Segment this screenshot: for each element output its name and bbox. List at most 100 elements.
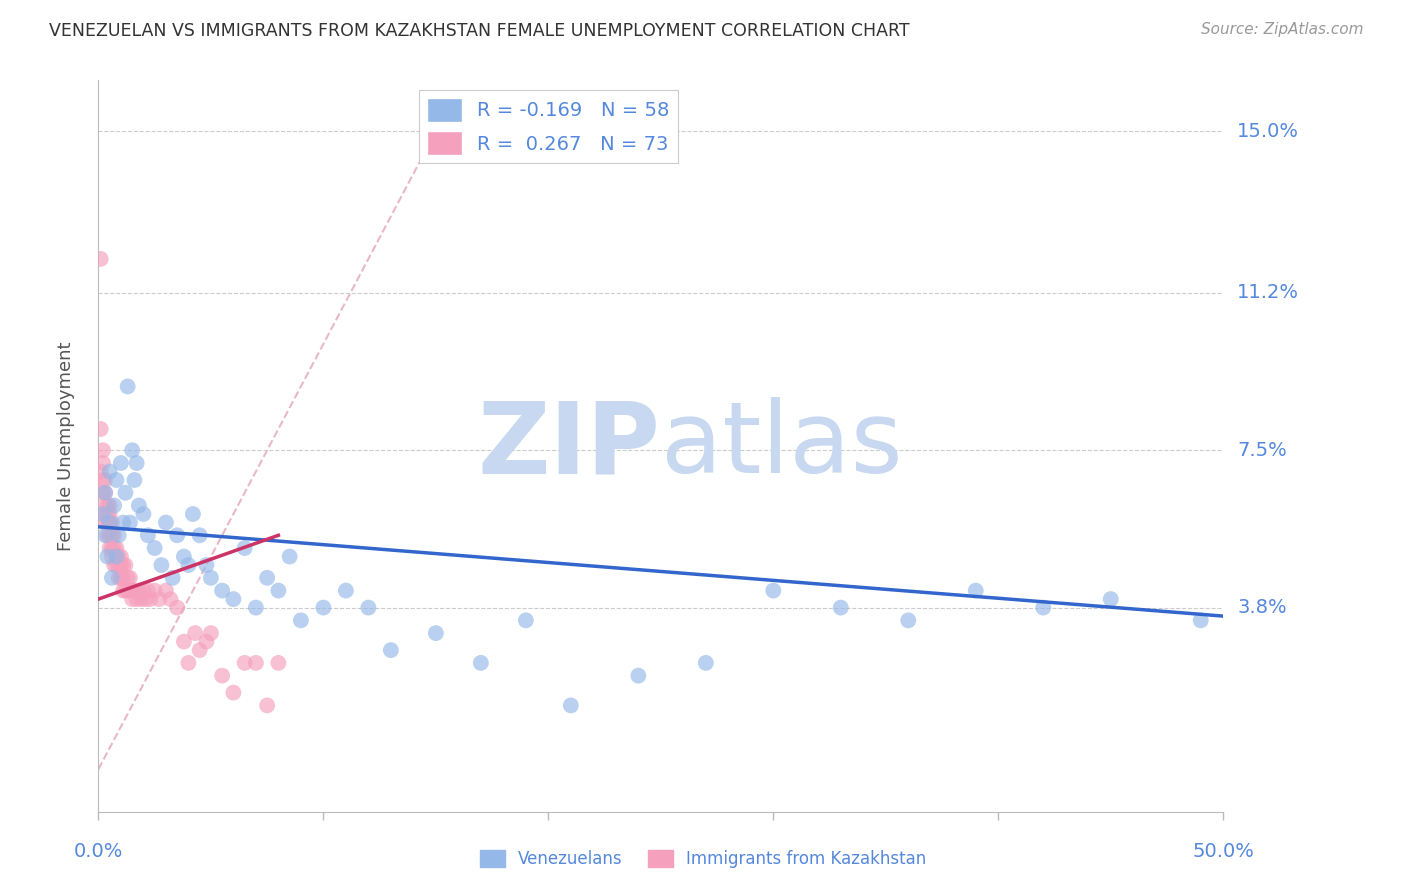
Point (96, 499, 118, 513)
Point (357, 600, 380, 615)
Point (162, 571, 184, 585)
Text: VENEZUELAN VS IMMIGRANTS FROM KAZAKHSTAN FEMALE UNEMPLOYMENT CORRELATION CHART: VENEZUELAN VS IMMIGRANTS FROM KAZAKHSTAN… (49, 22, 910, 40)
Point (96, 516, 118, 530)
Point (150, 558, 173, 572)
Point (91, 456, 114, 470)
Point (278, 549, 301, 564)
Point (112, 571, 135, 585)
Point (222, 592, 245, 607)
Point (125, 456, 148, 470)
Point (112, 583, 135, 598)
Point (110, 558, 132, 572)
Point (114, 558, 136, 572)
Point (166, 600, 188, 615)
Point (128, 583, 150, 598)
Point (105, 549, 128, 564)
Point (1189, 613, 1212, 627)
Point (312, 600, 335, 615)
Point (107, 549, 129, 564)
Point (177, 656, 200, 670)
Point (98, 465, 121, 479)
Point (560, 698, 582, 713)
Point (94, 473, 117, 487)
Point (256, 698, 278, 713)
Point (110, 456, 132, 470)
Point (118, 583, 141, 598)
Legend: R = -0.169   N = 58, R =  0.267   N = 73: R = -0.169 N = 58, R = 0.267 N = 73 (419, 90, 678, 162)
Point (148, 592, 170, 607)
Point (515, 613, 537, 627)
Point (118, 516, 141, 530)
Point (132, 583, 155, 598)
Point (101, 571, 124, 585)
Point (256, 571, 278, 585)
Point (112, 558, 135, 572)
Point (98, 507, 121, 521)
Point (184, 626, 207, 640)
Point (188, 528, 211, 542)
Point (200, 571, 222, 585)
Point (96, 507, 118, 521)
Point (245, 600, 267, 615)
Point (177, 558, 200, 572)
Point (143, 541, 166, 555)
Point (1099, 592, 1122, 607)
Point (124, 583, 146, 598)
Point (110, 549, 132, 564)
Point (107, 558, 129, 572)
Point (136, 528, 159, 542)
Text: 15.0%: 15.0% (1237, 122, 1299, 141)
Point (114, 485, 136, 500)
Point (245, 656, 267, 670)
Point (91, 485, 114, 500)
Point (103, 528, 125, 542)
Point (233, 541, 256, 555)
Point (166, 528, 188, 542)
Point (94, 499, 117, 513)
Text: atlas: atlas (661, 398, 903, 494)
Point (897, 613, 920, 627)
Point (105, 541, 128, 555)
Point (173, 634, 195, 648)
Point (695, 656, 717, 670)
Text: Source: ZipAtlas.com: Source: ZipAtlas.com (1201, 22, 1364, 37)
Point (105, 549, 128, 564)
Point (101, 516, 124, 530)
Point (94, 485, 117, 500)
Point (98, 516, 121, 530)
Point (112, 516, 135, 530)
Point (195, 558, 218, 572)
Text: 50.0%: 50.0% (1192, 842, 1254, 862)
Point (222, 686, 245, 700)
Text: ZIP: ZIP (478, 398, 661, 494)
Point (101, 549, 124, 564)
Point (94, 485, 117, 500)
Point (90, 465, 112, 479)
Point (117, 379, 139, 393)
Point (290, 613, 312, 627)
Point (96, 549, 118, 564)
Point (132, 507, 155, 521)
Point (98, 528, 121, 542)
Legend: Venezuelans, Immigrants from Kazakhstan: Venezuelans, Immigrants from Kazakhstan (472, 843, 934, 875)
Point (627, 668, 650, 682)
Point (211, 583, 233, 598)
Point (98, 541, 121, 555)
Point (94, 528, 117, 542)
Point (965, 583, 987, 598)
Point (267, 656, 290, 670)
Point (173, 549, 195, 564)
Point (114, 583, 136, 598)
Y-axis label: Female Unemployment: Female Unemployment (56, 342, 75, 550)
Point (107, 571, 129, 585)
Text: 11.2%: 11.2% (1237, 284, 1299, 302)
Point (830, 600, 852, 615)
Point (90, 422, 112, 436)
Point (117, 571, 139, 585)
Point (103, 558, 125, 572)
Point (155, 583, 177, 598)
Point (129, 592, 152, 607)
Point (101, 541, 124, 555)
Point (181, 507, 204, 521)
Point (117, 583, 139, 598)
